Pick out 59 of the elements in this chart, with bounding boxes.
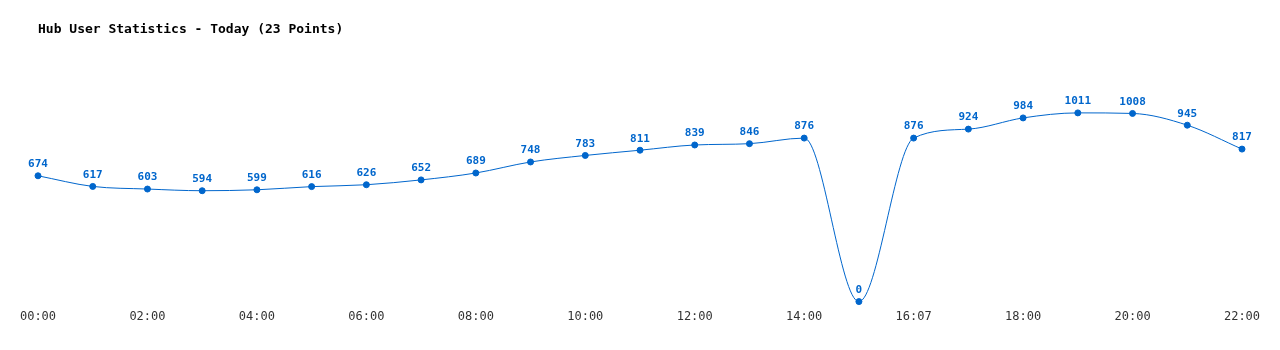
point (198, 187, 206, 195)
point (800, 134, 808, 142)
data-label: 876 (794, 119, 815, 133)
point (745, 140, 753, 148)
x-tick-label: 02:00 (129, 308, 166, 323)
data-label: 1008 (1119, 94, 1146, 108)
data-label: 811 (630, 131, 651, 145)
point (417, 176, 425, 184)
point (89, 182, 97, 190)
x-tick-label: 12:00 (676, 308, 713, 323)
point (691, 141, 699, 149)
data-label: 876 (903, 119, 924, 133)
point (1238, 145, 1246, 153)
data-label: 846 (739, 125, 760, 139)
point (362, 181, 370, 189)
data-label: 594 (192, 172, 213, 186)
point (143, 185, 151, 193)
point (581, 151, 589, 159)
point (1074, 109, 1082, 117)
x-tick-label: 08:00 (457, 308, 494, 323)
x-tick-label: 20:00 (1114, 308, 1151, 323)
point (527, 158, 535, 166)
point (855, 298, 863, 306)
data-label: 674 (28, 157, 49, 171)
x-tick-label: 10:00 (567, 308, 604, 323)
data-label: 652 (411, 161, 432, 175)
data-label: 616 (301, 167, 322, 181)
data-label: 599 (246, 171, 267, 185)
data-label: 617 (82, 167, 103, 181)
point (1183, 121, 1191, 129)
x-tick-label: 06:00 (348, 308, 385, 323)
data-label: 1011 (1064, 94, 1092, 108)
point (964, 125, 972, 133)
data-label: 748 (520, 143, 541, 157)
point (1129, 109, 1137, 117)
point (308, 183, 316, 191)
point (472, 169, 480, 177)
x-tick-label: 18:00 (1005, 308, 1042, 323)
data-label: 839 (684, 126, 705, 140)
data-label: 945 (1177, 106, 1198, 120)
point (34, 172, 42, 180)
data-label: 626 (356, 166, 377, 180)
point (253, 186, 261, 194)
chart-title: Hub User Statistics - Today (23 Points) (38, 21, 344, 37)
data-label: 817 (1232, 130, 1252, 144)
x-tick-label: 16:07 (895, 308, 932, 323)
point (636, 146, 644, 154)
x-tick-label: 04:00 (238, 308, 275, 323)
data-label: 0 (855, 282, 863, 296)
point (910, 134, 918, 142)
x-tick-label: 22:00 (1223, 308, 1261, 323)
data-label: 783 (575, 136, 596, 150)
data-label: 924 (958, 110, 979, 124)
data-label: 689 (465, 154, 486, 168)
x-tick-label: 00:00 (19, 308, 57, 323)
data-label: 984 (1013, 99, 1034, 113)
x-tick-label: 14:00 (786, 308, 823, 323)
point (1019, 114, 1027, 122)
data-label: 603 (137, 170, 158, 184)
